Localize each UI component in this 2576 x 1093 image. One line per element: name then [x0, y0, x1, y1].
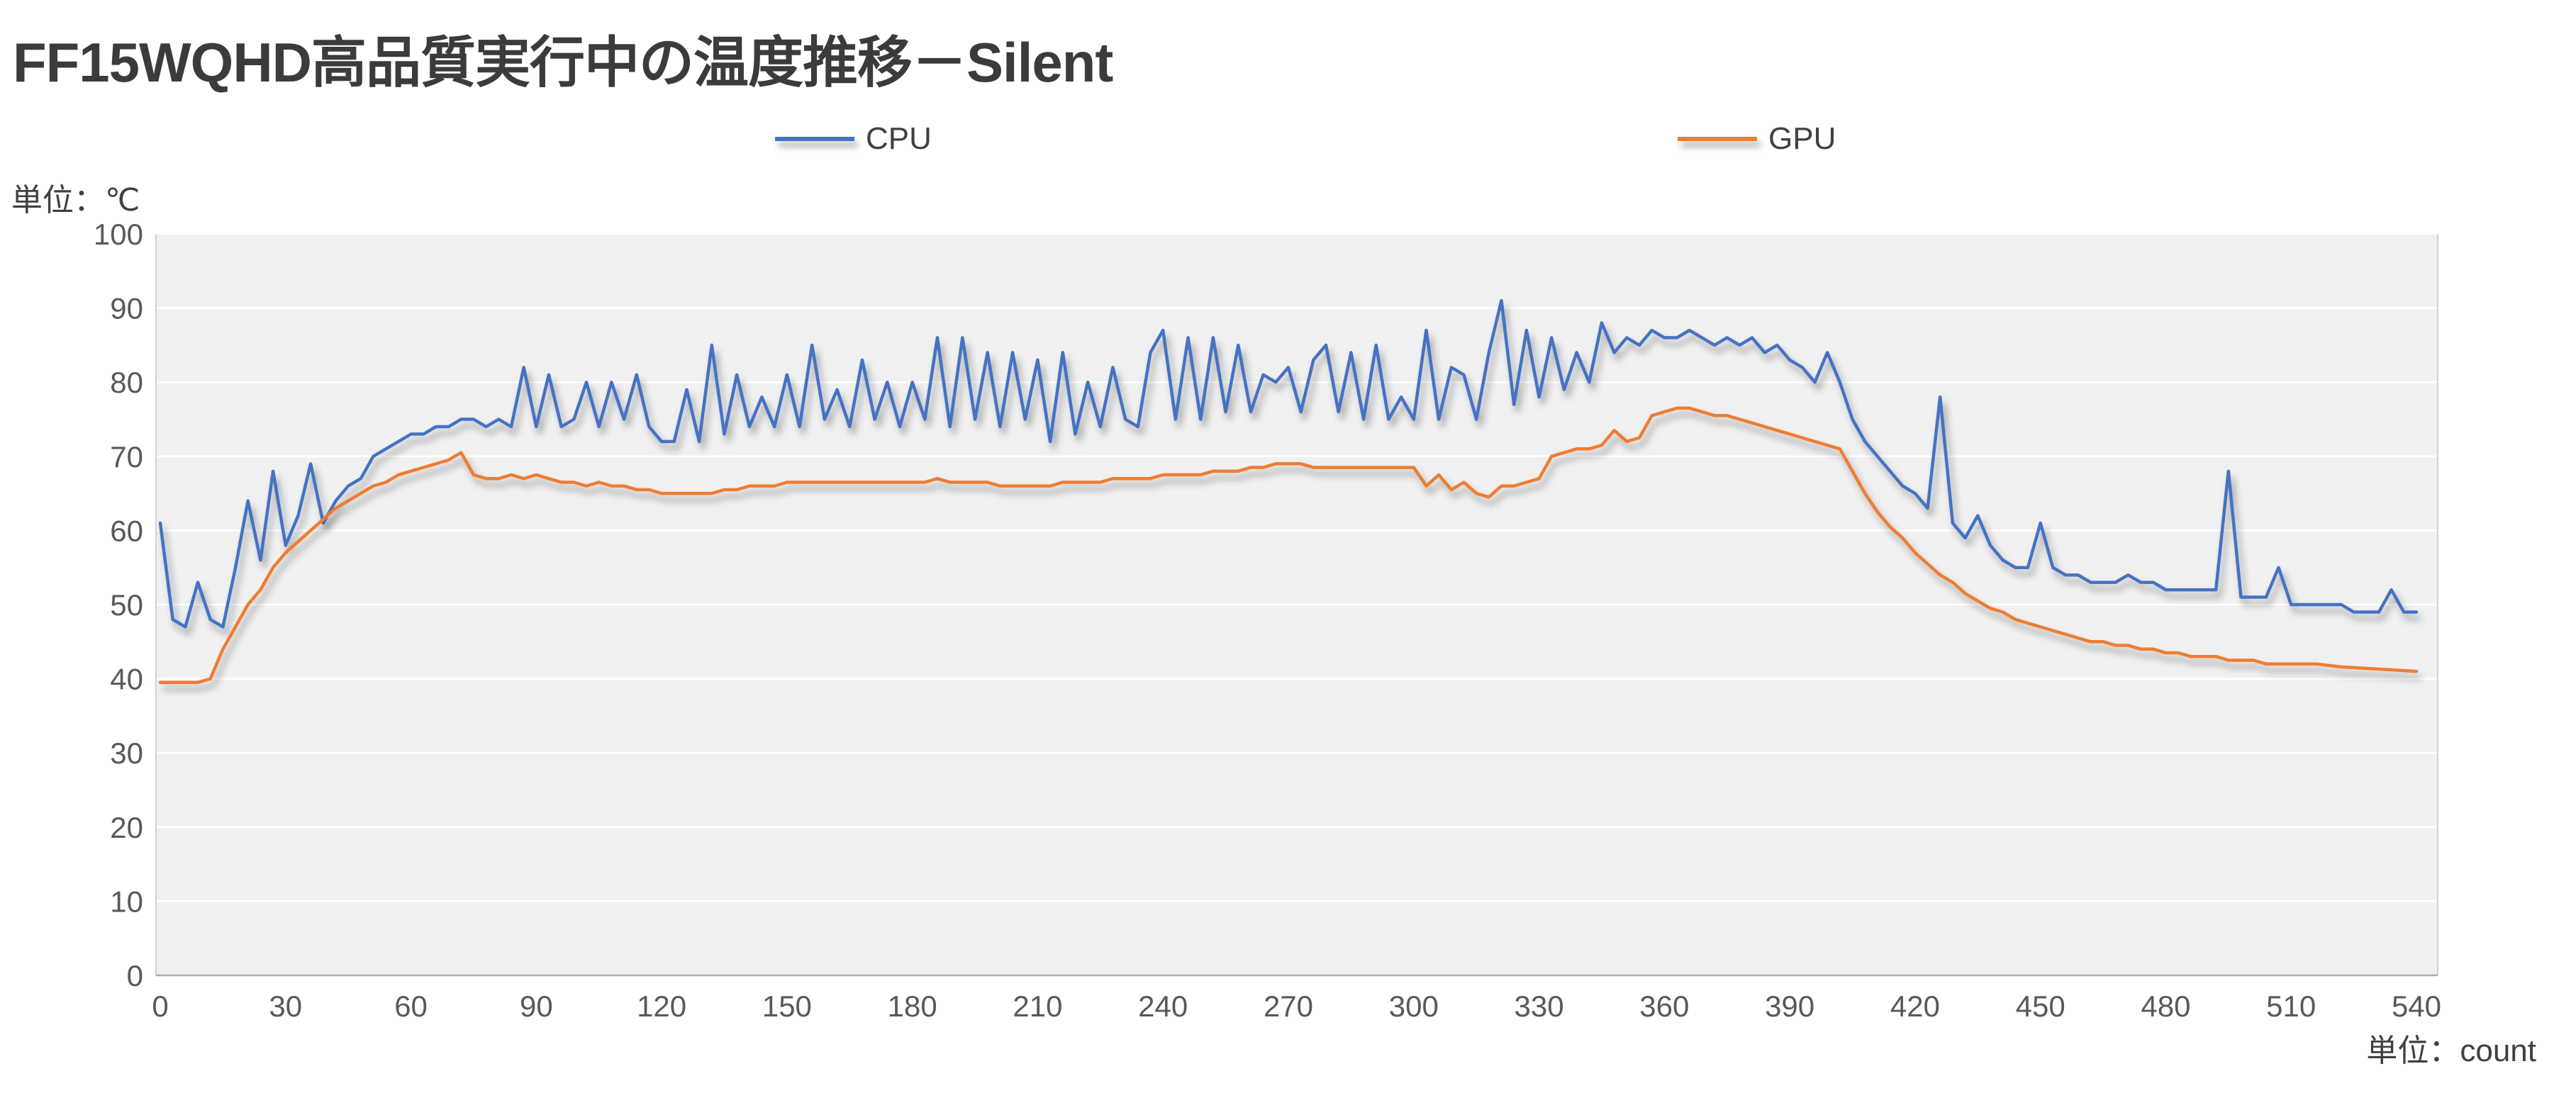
y-tick-label-30: 30 — [110, 736, 143, 770]
cpu-line-swatch — [775, 137, 854, 141]
x-tick-label-510: 510 — [2266, 990, 2316, 1023]
x-axis-unit-label: 単位：count — [2366, 1033, 2536, 1068]
chart-title: FF15WQHD高品質実行中の温度推移－Silent — [13, 31, 1113, 94]
x-tick-label-390: 390 — [1765, 990, 1814, 1023]
legend-label-gpu: GPU — [1768, 121, 1836, 156]
x-tick-label-450: 450 — [2016, 990, 2065, 1023]
y-tick-label-50: 50 — [110, 588, 143, 622]
x-tick-label-0: 0 — [152, 990, 168, 1023]
x-tick-label-150: 150 — [762, 990, 812, 1023]
x-tick-label-360: 360 — [1639, 990, 1689, 1023]
x-tick-label-180: 180 — [888, 990, 937, 1023]
x-tick-label-330: 330 — [1515, 990, 1564, 1023]
x-tick-label-480: 480 — [2141, 990, 2190, 1023]
x-tick-label-540: 540 — [2392, 990, 2441, 1023]
y-tick-label-70: 70 — [110, 440, 143, 473]
y-tick-label-80: 80 — [110, 366, 143, 399]
x-tick-label-210: 210 — [1013, 990, 1062, 1023]
y-tick-label-100: 100 — [94, 218, 143, 251]
x-tick-label-270: 270 — [1264, 990, 1313, 1023]
x-tick-label-240: 240 — [1138, 990, 1188, 1023]
y-tick-label-20: 20 — [110, 811, 143, 844]
y-tick-label-0: 0 — [127, 959, 143, 992]
x-tick-label-60: 60 — [394, 990, 428, 1023]
gpu-series-line — [158, 406, 2419, 685]
x-tick-label-90: 90 — [520, 990, 553, 1023]
gpu-line-swatch — [1678, 137, 1757, 141]
legend-item-cpu: CPU — [775, 120, 932, 157]
legend-label-cpu: CPU — [866, 121, 932, 156]
x-tick-label-120: 120 — [637, 990, 686, 1023]
y-axis-unit-label: 単位：℃ — [11, 183, 140, 218]
x-tick-label-30: 30 — [269, 990, 302, 1023]
x-tick-label-420: 420 — [1890, 990, 1940, 1023]
y-tick-label-40: 40 — [110, 663, 143, 696]
y-tick-label-10: 10 — [110, 885, 143, 918]
cpu-series-line — [158, 298, 2419, 629]
legend-item-gpu: GPU — [1678, 120, 1836, 157]
y-tick-label-60: 60 — [110, 514, 143, 547]
x-tick-label-300: 300 — [1389, 990, 1439, 1023]
y-tick-label-90: 90 — [110, 292, 143, 325]
